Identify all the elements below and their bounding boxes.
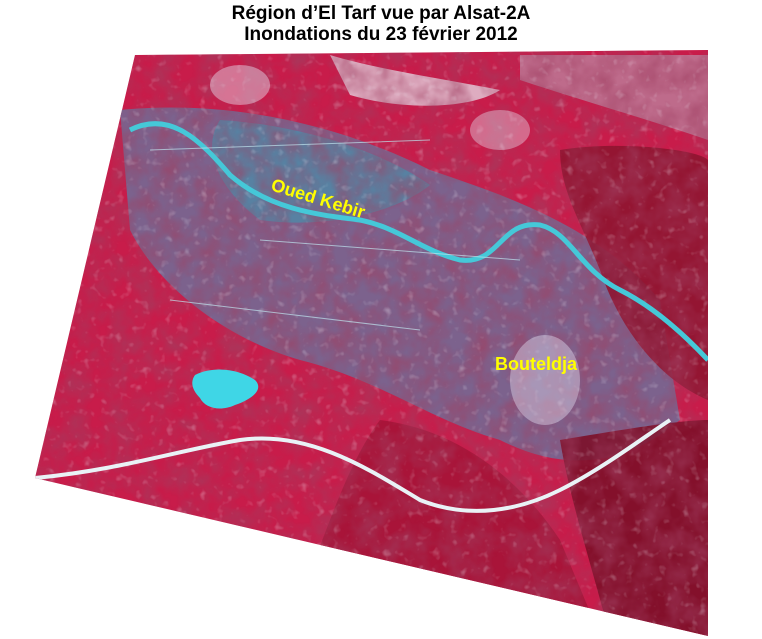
map-title-line1: Région d’El Tarf vue par Alsat-2A	[231, 3, 531, 24]
urban-area-bouteldja	[510, 335, 580, 425]
road	[35, 418, 672, 513]
map-title-line2: Inondations du 23 février 2012	[244, 24, 518, 45]
flooded-lake	[192, 369, 259, 409]
river-oued-kebir	[128, 121, 708, 362]
label-bouteldja: Bouteldja	[495, 354, 578, 374]
